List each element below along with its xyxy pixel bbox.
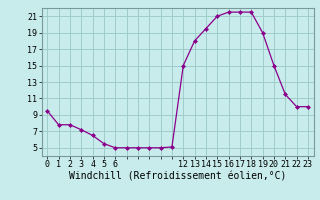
- X-axis label: Windchill (Refroidissement éolien,°C): Windchill (Refroidissement éolien,°C): [69, 172, 286, 182]
